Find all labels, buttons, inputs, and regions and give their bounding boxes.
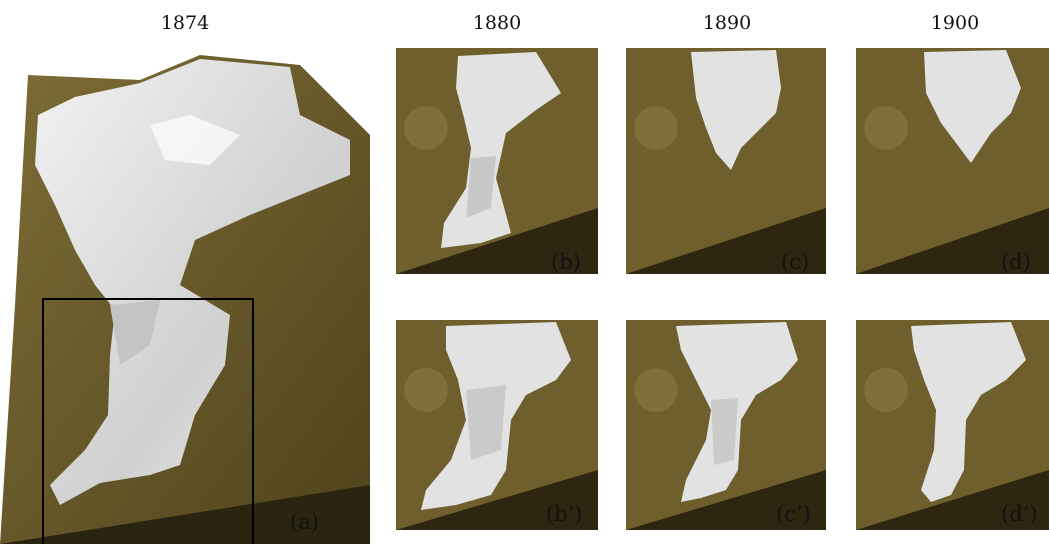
panel-c-glacier-1890: (c): [626, 48, 826, 274]
glacier-render-dp: [856, 320, 1049, 530]
glacier-render-cp: [626, 320, 826, 530]
panel-cp-glacier: (c’): [626, 320, 826, 530]
title-1900: 1900: [930, 12, 980, 34]
label-dp: (d’): [1001, 502, 1038, 526]
glacier-render-d: [856, 48, 1049, 274]
glacier-render-b: [396, 48, 598, 274]
title-1880: 1880: [472, 12, 522, 34]
panel-a-glacier-1874: (a): [0, 45, 370, 544]
glacier-render-bp: [396, 320, 598, 530]
label-bp: (b’): [546, 502, 583, 526]
label-b: (b): [551, 250, 581, 274]
glacier-render-c: [626, 48, 826, 274]
label-d: (d): [1001, 250, 1031, 274]
panel-b-glacier-1880: (b): [396, 48, 598, 274]
title-1890: 1890: [702, 12, 752, 34]
zoom-region-box: [42, 298, 254, 544]
label-cp: (c’): [776, 502, 811, 526]
label-a: (a): [290, 510, 319, 534]
label-c: (c): [781, 250, 810, 274]
panel-d-glacier-1900: (d): [856, 48, 1049, 274]
panel-dp-glacier: (d’): [856, 320, 1049, 530]
title-1874: 1874: [160, 12, 210, 34]
panel-bp-glacier: (b’): [396, 320, 598, 530]
